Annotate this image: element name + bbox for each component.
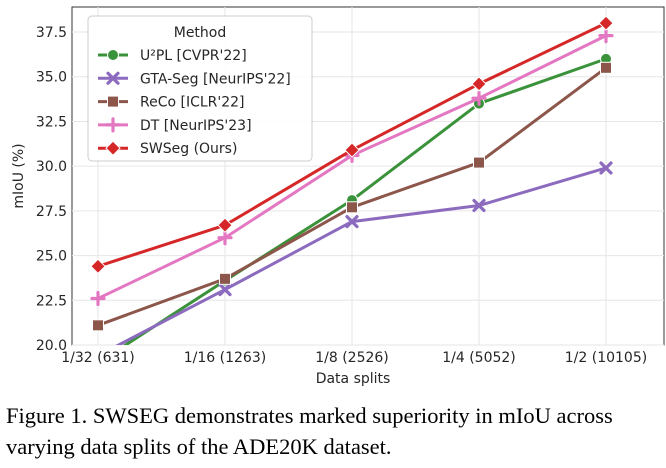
legend-marker (105, 117, 121, 133)
legend-label: U²PL [CVPR'22] (140, 48, 247, 64)
legend-box (87, 15, 313, 162)
series-group (92, 61, 612, 332)
data-point (90, 258, 106, 275)
caption-prefix: Figure 1. (6, 403, 93, 428)
data-point (344, 142, 360, 158)
chart: 20.0 22.5 25.0 27.5 30.0 32.5 35.0 37.5 1/32 (63… (11, 6, 665, 387)
data-point (598, 28, 614, 44)
data-point (346, 201, 358, 214)
series-group (115, 161, 613, 345)
legend-title: Method (174, 25, 227, 41)
y-tick-label: 32.5 (36, 114, 67, 130)
legend-marker (107, 49, 119, 61)
data-point (217, 217, 233, 233)
x-tick-label: 1/4 (5052) (442, 350, 516, 366)
x-tick-label: 1/16 (1263) (184, 350, 266, 366)
y-tick-label: 27.5 (36, 204, 67, 220)
legend-item: GTA-Seg [NeurIPS'22] (98, 71, 291, 87)
y-tick-label: 35.0 (36, 70, 67, 86)
x-axis-title: Data splits (316, 371, 391, 387)
x-tick-label: 1/32 (631) (61, 350, 135, 366)
caption-text: demonstrates marked superiority in mIoU … (6, 403, 613, 459)
data-point (218, 282, 232, 297)
legend-marker (106, 71, 120, 85)
legend: Method U²PL [CVPR'22] GTA-Seg [NeurIPS'22]… (87, 15, 313, 162)
caption-method-sw: SWS (92, 403, 140, 428)
figure-caption: Figure 1. SWSEG demonstrates marked supe… (6, 400, 661, 462)
data-point (90, 290, 106, 307)
legend-item: SWSeg (Ours) (98, 140, 237, 157)
data-point (471, 90, 487, 106)
data-point (600, 61, 612, 74)
data-point (92, 319, 104, 332)
axes: 20.0 22.5 25.0 27.5 30.0 32.5 35.0 37.5 1/32 (63… (36, 25, 647, 366)
data-point (599, 161, 613, 175)
data-point (471, 76, 487, 92)
data-point (217, 230, 233, 246)
data-point (219, 272, 231, 285)
legend-label: ReCo [ICLR'22] (140, 95, 245, 111)
y-tick-label: 37.5 (36, 25, 67, 41)
caption-method-eg: EG (139, 403, 170, 428)
y-tick-label: 25.0 (36, 249, 67, 265)
data-point (472, 198, 486, 213)
x-tick-label: 1/2 (10105) (565, 350, 647, 366)
legend-item: ReCo [ICLR'22] (98, 95, 245, 111)
data-point (345, 215, 359, 229)
data-point (473, 156, 485, 169)
legend-label: DT [NeurIPS'23] (140, 118, 252, 134)
y-tick-label: 30.0 (36, 159, 67, 175)
y-axis-title: mIoU (%) (11, 143, 27, 208)
data-point (598, 15, 614, 31)
legend-label: GTA-Seg [NeurIPS'22] (140, 71, 291, 87)
caption-method-name: SWSEG (93, 403, 169, 428)
series-group (90, 15, 614, 275)
series-layer (90, 15, 614, 345)
y-tick-label: 20.0 (36, 338, 67, 354)
legend-item: DT [NeurIPS'23] (98, 117, 252, 134)
legend-marker (107, 95, 119, 108)
legend-item: U²PL [CVPR'22] (98, 48, 247, 64)
y-tick-label: 22.5 (36, 293, 67, 309)
legend-marker (105, 140, 121, 156)
x-tick-label: 1/8 (2526) (315, 350, 389, 366)
legend-label: SWSeg (Ours) (140, 141, 237, 157)
